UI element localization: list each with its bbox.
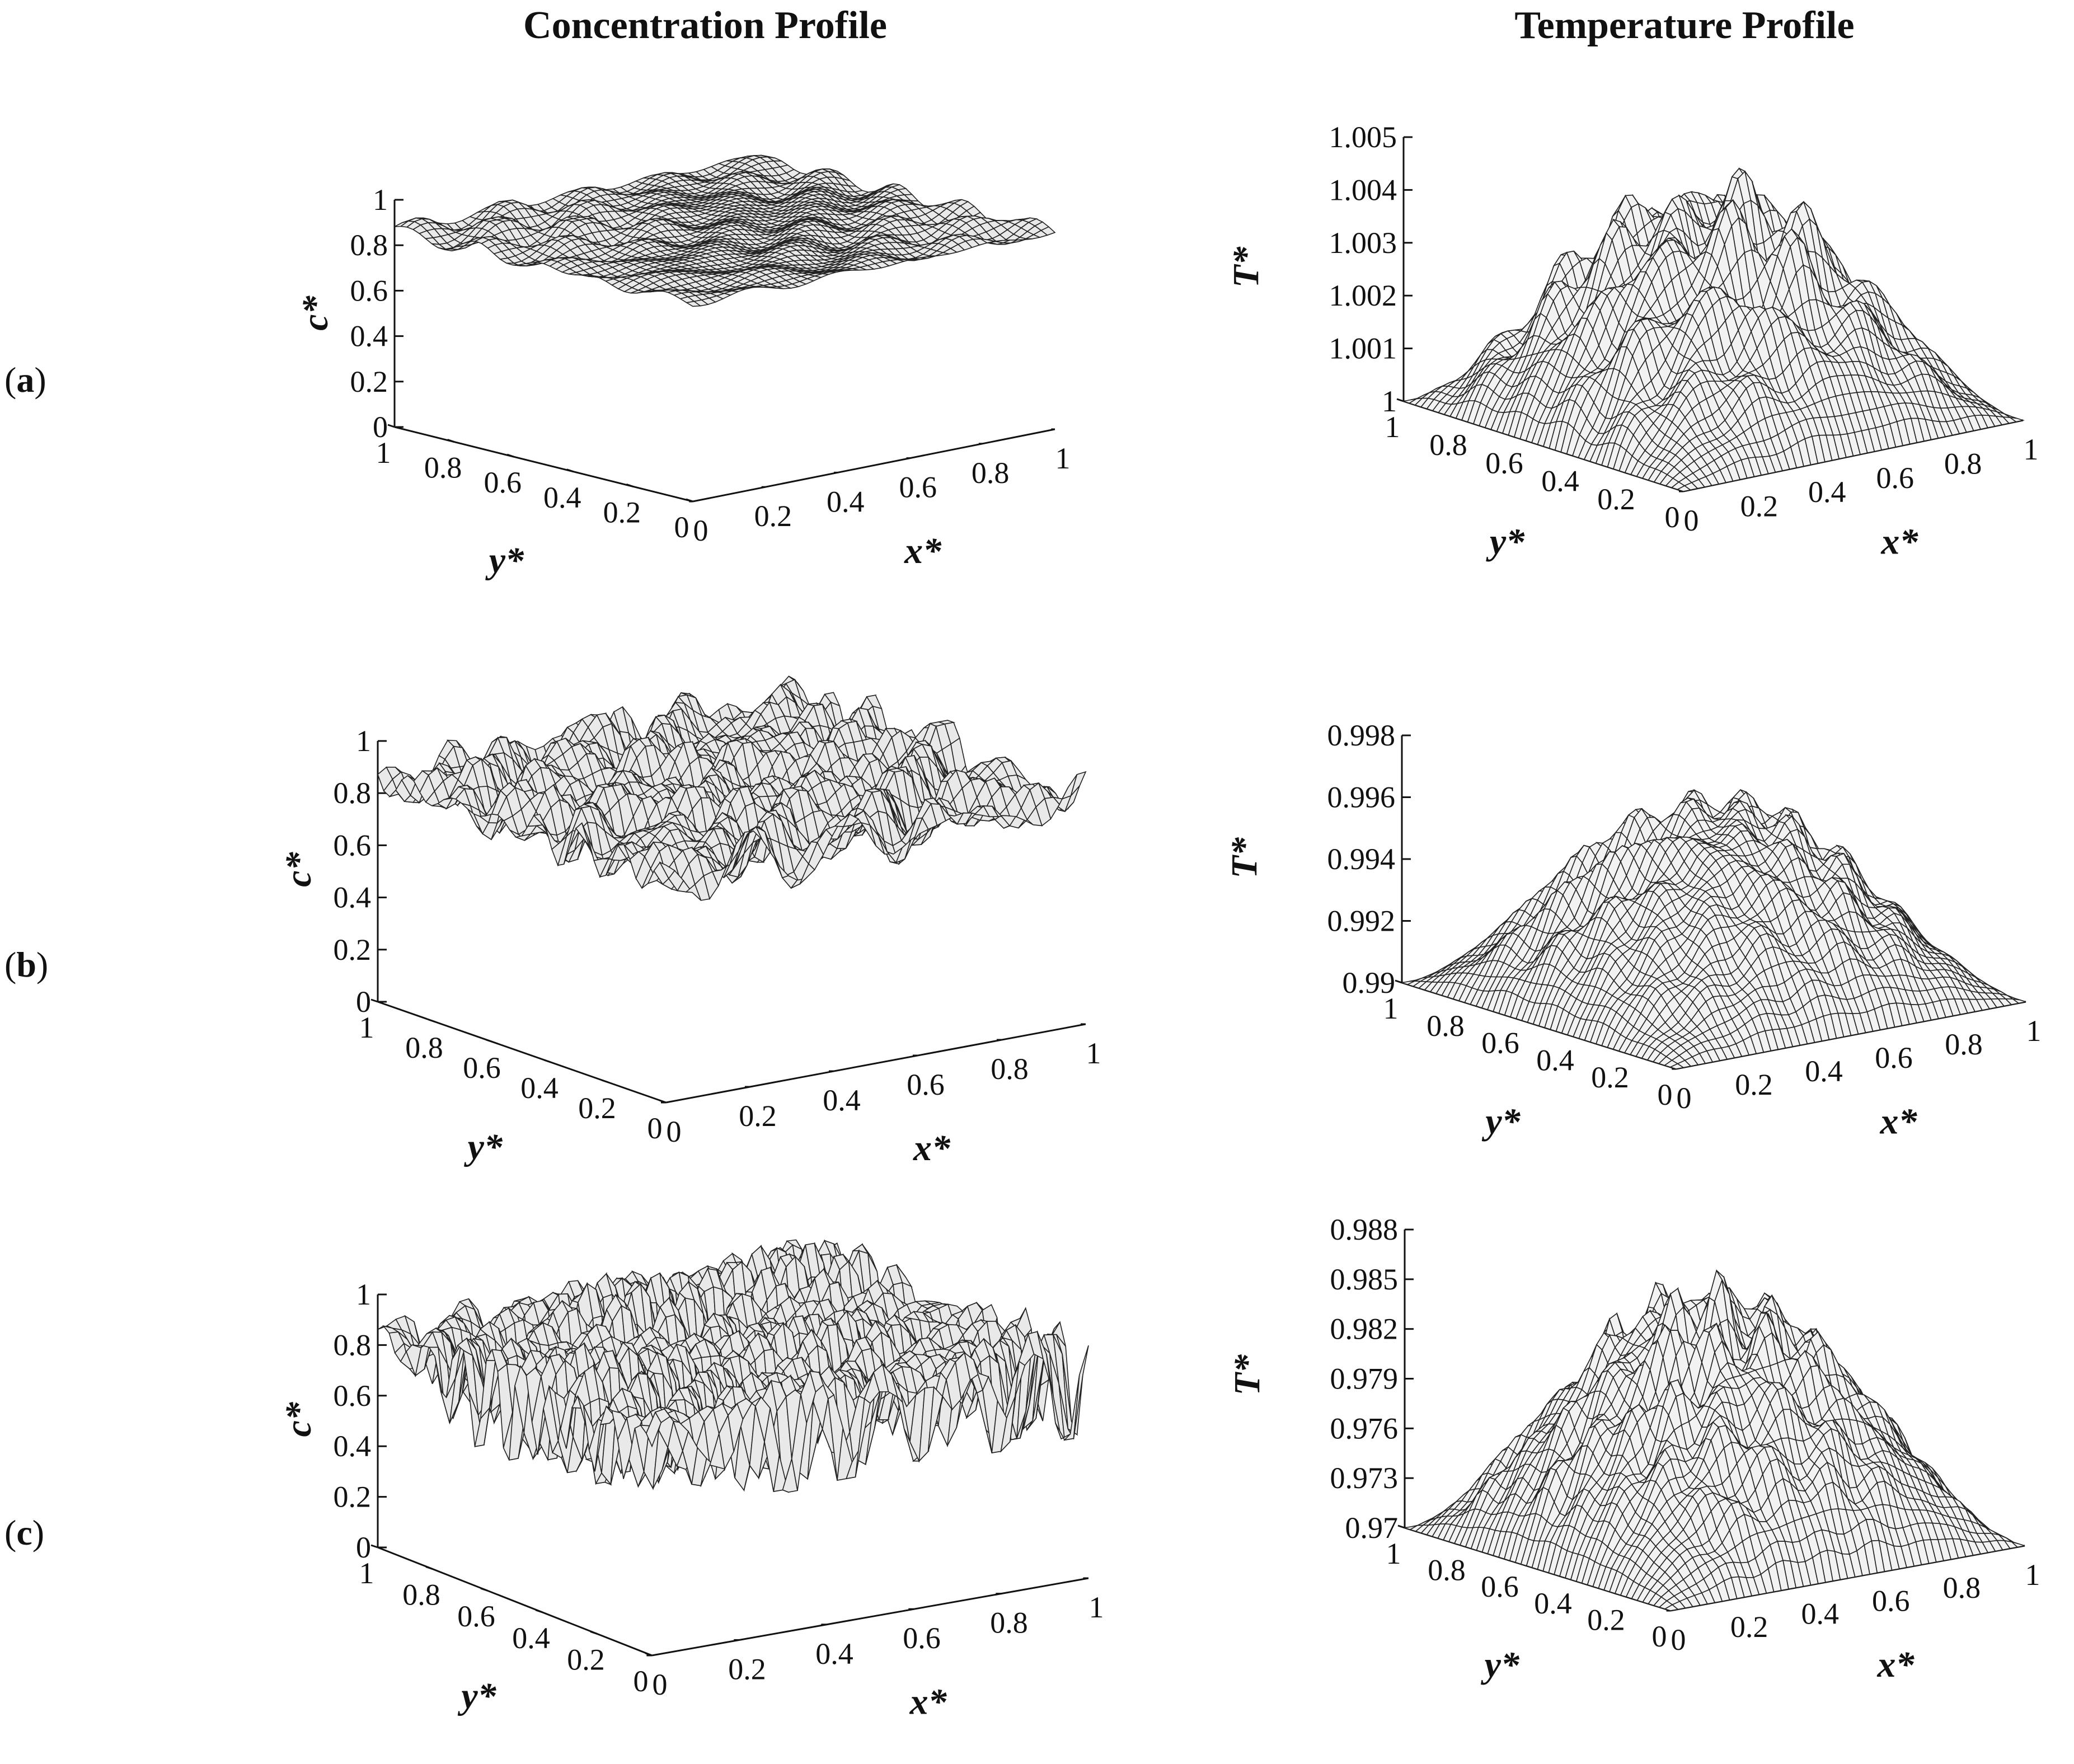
x-tick-label: 0.2	[1740, 490, 1779, 523]
panel-label-b: (b)	[4, 945, 48, 984]
y-tick-label: 0.8	[1429, 428, 1467, 462]
x-tick-label: 0	[693, 514, 708, 547]
z-axis-label: c*	[278, 852, 319, 887]
z-tick-label: 1	[373, 183, 388, 217]
y-tick-label: 0.6	[463, 1051, 501, 1085]
z-tick-label: 0.6	[334, 828, 372, 862]
z-tick-label: 0.8	[350, 228, 388, 262]
z-tick-label: 1.004	[1329, 173, 1397, 207]
x-tick-label: 0.8	[972, 456, 1010, 490]
y-tick	[506, 453, 514, 458]
z-tick-label: 0.8	[334, 776, 372, 810]
x-tick-label: 1	[1086, 1036, 1101, 1070]
x-tick-label: 0.4	[827, 485, 865, 518]
x-tick-label: 0.6	[1876, 461, 1914, 495]
y-tick-label: 0.6	[1485, 446, 1523, 480]
plot-a-concentration: 0 0.2 0.4 0.6 0.8 100.20.40.60.8100.20.40.60.…	[295, 154, 1071, 581]
plot-a-temperature: 0 0.2 0.4 0.6 0.8 100.20.40.60.8111.0011.0021…	[1226, 120, 2039, 562]
y-tick	[370, 998, 378, 1003]
y-tick-label: 0.4	[543, 481, 581, 514]
surface-mesh	[1401, 167, 2025, 492]
z-tick-label: 0.2	[334, 933, 372, 967]
z-tick-label: 0	[373, 410, 388, 444]
z-axis-label: T*	[1226, 246, 1266, 288]
z-axis-label: c*	[295, 295, 336, 331]
z-tick-label: 1.002	[1329, 279, 1397, 312]
y-tick-label: 0.4	[1541, 465, 1579, 498]
panel-label-c: (c)	[4, 1513, 44, 1552]
column-title-concentration: Concentration Profile	[523, 4, 887, 47]
z-tick-label: 1.001	[1329, 332, 1397, 365]
z-tick-label: 1	[356, 724, 371, 758]
y-tick	[566, 468, 574, 473]
x-axis-label: x*	[1880, 521, 1918, 562]
x-tick-label: 0.6	[899, 471, 937, 504]
z-tick-label: 1.005	[1329, 120, 1397, 154]
z-tick-label: 1	[1382, 384, 1397, 418]
y-tick-label: 0.2	[578, 1091, 616, 1125]
y-tick	[486, 1039, 494, 1043]
x-tick-label: 0	[1684, 504, 1699, 537]
panel-label-a: (a)	[4, 360, 46, 400]
x-tick-label: 0.4	[823, 1083, 861, 1117]
z-tick-label: 0.2	[350, 365, 388, 398]
y-axis-line	[394, 426, 693, 503]
y-axis-label: y*	[1486, 521, 1525, 562]
x-tick-label: 1	[1055, 442, 1071, 475]
z-tick-label: 1.003	[1329, 226, 1397, 260]
x-tick-label: 0.8	[1944, 447, 1982, 480]
plot-b-concentration: 0 0.2 0.4 0.6 0.8 1 0 0.2 0.4 0.6 0.8 1 0 0.2 0.4 0.6 0.…	[278, 675, 1101, 1169]
y-tick-label: 0.2	[603, 495, 641, 529]
y-tick-label: 0.2	[1597, 482, 1635, 516]
y-tick	[686, 498, 693, 503]
y-tick-label: 0.8	[424, 451, 462, 485]
y-tick-label: 0.6	[484, 466, 522, 499]
z-tick-label: 0.4	[350, 320, 388, 353]
y-tick-label: 0.4	[520, 1071, 559, 1105]
y-tick	[428, 1019, 436, 1023]
y-tick-label: 0	[647, 1111, 663, 1145]
x-axis-label: x*	[913, 1128, 951, 1169]
z-tick-label: 0	[356, 985, 371, 1019]
y-axis-label: y*	[485, 540, 524, 581]
y-tick	[1396, 398, 1404, 402]
x-axis-label: x*	[904, 531, 942, 571]
y-tick	[659, 1099, 667, 1104]
x-tick-label: 0.4	[1808, 475, 1846, 509]
x-tick-label: 0.6	[907, 1068, 945, 1101]
y-axis-label: y*	[464, 1127, 503, 1167]
y-tick	[626, 483, 634, 487]
y-tick-label: 0	[1665, 500, 1680, 534]
x-tick-label: 0.8	[991, 1052, 1029, 1086]
z-tick-label: 0.6	[350, 274, 388, 307]
y-tick	[387, 424, 395, 428]
x-tick-label: 0.2	[739, 1099, 777, 1133]
y-tick	[601, 1079, 609, 1083]
x-tick-label: 1	[2024, 433, 2039, 466]
y-tick-label: 0.8	[405, 1031, 443, 1064]
y-tick	[543, 1059, 551, 1063]
surface-mesh	[377, 675, 1087, 901]
x-axis-line	[692, 428, 1055, 503]
column-title-temperature: Temperature Profile	[1514, 4, 1854, 47]
z-tick-label: 0.4	[334, 881, 372, 914]
y-tick-label: 0	[674, 510, 689, 544]
x-tick-label: 0	[667, 1115, 682, 1148]
x-tick-label: 0.2	[754, 499, 792, 533]
surface-mesh	[394, 154, 1056, 307]
y-tick	[447, 439, 455, 443]
y-tick-label: 1	[376, 436, 391, 470]
